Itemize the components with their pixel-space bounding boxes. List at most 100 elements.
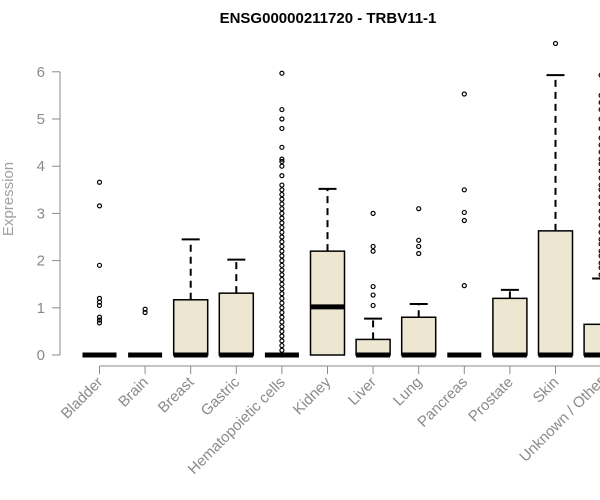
outlier-point xyxy=(279,229,285,235)
outlier-point xyxy=(279,272,285,278)
outlier-point xyxy=(370,292,376,298)
outlier-point xyxy=(279,305,285,311)
outlier-point xyxy=(279,324,285,330)
outlier-point xyxy=(142,306,148,312)
x-tick-label: Kidney xyxy=(290,373,335,418)
x-tick-label: Breast xyxy=(155,373,198,416)
outlier-point xyxy=(279,281,285,287)
outlier-point xyxy=(96,203,103,209)
y-axis: 0 1 2 3 4 5 6 xyxy=(37,64,61,364)
outlier-point xyxy=(279,187,285,193)
outlier-point xyxy=(598,237,600,242)
outlier-point xyxy=(598,260,600,266)
outlier-point xyxy=(279,70,285,76)
outlier-point xyxy=(279,342,285,349)
outlier-point xyxy=(279,258,285,264)
outlier-point xyxy=(370,243,376,250)
outlier-point xyxy=(279,286,285,292)
outlier-point xyxy=(370,210,376,216)
outlier-point xyxy=(279,163,285,169)
y-tick-label: 2 xyxy=(37,253,45,270)
y-axis-label: Expression xyxy=(0,162,17,236)
outlier-point xyxy=(598,253,600,259)
outlier-point xyxy=(461,283,467,289)
box-lung xyxy=(400,206,437,358)
outlier-point xyxy=(96,317,103,323)
y-tick-label: 1 xyxy=(37,300,45,317)
outlier-point xyxy=(416,237,422,243)
x-tick-label: Lung xyxy=(390,374,426,410)
outlier-point xyxy=(279,220,285,226)
outlier-point xyxy=(279,262,285,268)
outlier-point xyxy=(598,161,600,167)
y-tick-label: 5 xyxy=(37,111,45,128)
outlier-point xyxy=(370,283,376,290)
outlier-point xyxy=(461,209,467,216)
outlier-point xyxy=(598,72,600,78)
outlier-point xyxy=(370,248,376,254)
outlier-point xyxy=(279,243,285,250)
outlier-point xyxy=(598,248,600,254)
outlier-point xyxy=(279,206,285,212)
outlier-point xyxy=(598,215,600,221)
outlier-point xyxy=(598,93,600,98)
outlier-point xyxy=(279,338,285,344)
outlier-point xyxy=(598,142,600,148)
outlier-point xyxy=(598,126,600,131)
box-body xyxy=(218,292,255,356)
outlier-point xyxy=(279,125,285,132)
box-breast xyxy=(172,238,209,358)
outlier-point xyxy=(279,116,285,122)
outlier-point xyxy=(598,229,600,235)
outlier-point xyxy=(279,295,285,301)
outlier-point xyxy=(598,241,600,247)
outlier-point xyxy=(96,262,103,268)
x-tick-label: Brain xyxy=(115,374,152,411)
outlier-point xyxy=(142,309,148,316)
x-tick-label: Pancreas xyxy=(414,374,471,431)
x-tick-label: Bladder xyxy=(58,374,107,423)
outlier-point xyxy=(598,116,600,122)
outlier-point xyxy=(279,291,285,297)
x-tick-label: Liver xyxy=(345,374,380,409)
outlier-point xyxy=(279,173,285,179)
outlier-point xyxy=(598,182,600,188)
box-gastric xyxy=(218,258,255,358)
outlier-point xyxy=(279,201,285,207)
outlier-point xyxy=(279,234,285,240)
box-pancreas xyxy=(447,91,482,358)
outlier-point xyxy=(279,191,285,198)
outlier-point xyxy=(598,135,600,141)
outlier-point xyxy=(279,328,285,334)
chart-title: ENSG00000211720 - TRBV11-1 xyxy=(220,10,437,27)
box-body xyxy=(583,323,600,356)
x-tick-label: Prostate xyxy=(465,374,517,426)
outlier-point xyxy=(370,302,376,309)
outlier-point xyxy=(96,302,103,309)
outlier-point xyxy=(279,182,285,188)
y-tick-label: 3 xyxy=(37,205,45,222)
outlier-point xyxy=(279,210,285,216)
outlier-point xyxy=(598,272,600,278)
outlier-point xyxy=(598,222,600,228)
outlier-point xyxy=(598,100,600,105)
outlier-point xyxy=(279,300,285,306)
y-tick-label: 4 xyxy=(37,158,45,175)
outlier-point xyxy=(279,156,285,162)
outlier-point xyxy=(279,144,285,150)
outlier-point xyxy=(598,156,600,162)
outlier-point xyxy=(279,106,285,113)
outlier-point xyxy=(598,265,600,271)
box-body xyxy=(309,250,346,356)
box-unknown-other xyxy=(583,72,600,358)
outlier-point xyxy=(279,309,285,316)
outlier-point xyxy=(598,208,600,214)
outlier-point xyxy=(279,248,285,254)
box-kidney xyxy=(309,187,346,356)
outlier-point xyxy=(279,347,285,353)
outlier-point xyxy=(461,91,467,97)
x-tick-label: Skin xyxy=(530,374,563,407)
outlier-point xyxy=(416,243,422,250)
